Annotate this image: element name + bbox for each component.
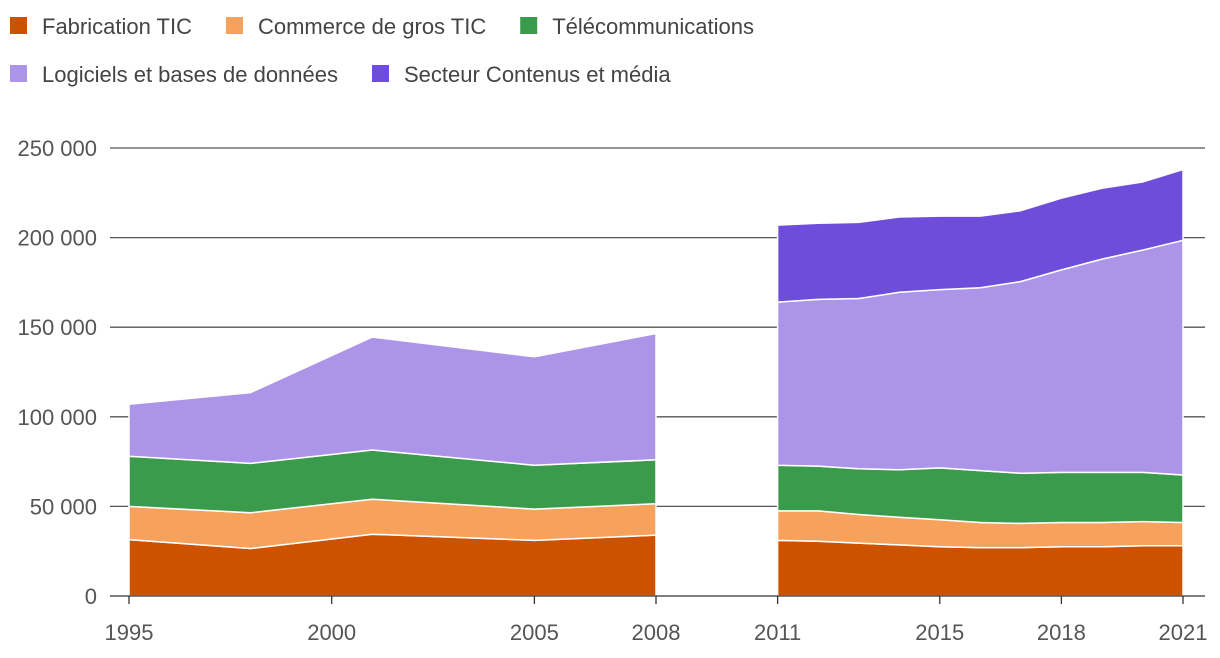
legend-item-logiciels-et-bases-de-donnees[interactable]: Logiciels et bases de données <box>10 62 338 87</box>
legend-label: Logiciels et bases de données <box>42 62 338 87</box>
plot-areas <box>128 168 1184 597</box>
legend-item-commerce-de-gros-tic[interactable]: Commerce de gros TIC <box>225 14 486 39</box>
y-tick-label: 250 000 <box>17 136 97 161</box>
x-tick-label: 2000 <box>307 620 356 645</box>
legend-item-telecommunications[interactable]: Télécommunications <box>520 14 754 39</box>
axes: 1995 2000 2005 2008 2011 2015 2018 2021 <box>105 595 1208 645</box>
area-secteur-contenus-et-media-segment-2 <box>776 168 1184 303</box>
area-fabrication-tic-segment-2 <box>776 539 1184 597</box>
gridlines: 0 50 000 100 000 150 000 200 000 250 000 <box>17 136 1205 609</box>
legend-label: Fabrication TIC <box>42 14 192 39</box>
x-tick-label: 2008 <box>632 620 681 645</box>
legend-label: Commerce de gros TIC <box>258 14 486 39</box>
y-tick-label: 200 000 <box>17 226 97 251</box>
legend-item-secteur-contenus-et-media[interactable]: Secteur Contenus et média <box>372 62 671 87</box>
legend-swatch <box>520 17 538 34</box>
legend-swatch <box>10 65 27 82</box>
y-tick-label: 100 000 <box>17 405 97 430</box>
legend-item-fabrication-tic[interactable]: Fabrication TIC <box>10 14 192 39</box>
legend-swatch <box>225 17 243 34</box>
area-logiciels-et-bases-de-donnees-segment-1 <box>128 332 657 466</box>
x-tick-label: 2015 <box>915 620 964 645</box>
x-tick-label: 2011 <box>754 620 801 645</box>
legend-label: Secteur Contenus et média <box>404 62 671 87</box>
x-tick-label: 2021 <box>1159 620 1208 645</box>
y-tick-label: 0 <box>85 584 97 609</box>
legend-label: Télécommunications <box>552 14 754 39</box>
x-tick-label: 2018 <box>1037 620 1086 645</box>
y-tick-label: 50 000 <box>30 494 97 519</box>
x-tick-label: 2005 <box>510 620 559 645</box>
legend: Fabrication TIC Commerce de gros TIC Téléc… <box>10 14 754 87</box>
legend-swatch <box>10 17 27 34</box>
y-tick-label: 150 000 <box>17 315 97 340</box>
x-tick-label: 1995 <box>105 620 154 645</box>
legend-swatch <box>372 65 389 82</box>
